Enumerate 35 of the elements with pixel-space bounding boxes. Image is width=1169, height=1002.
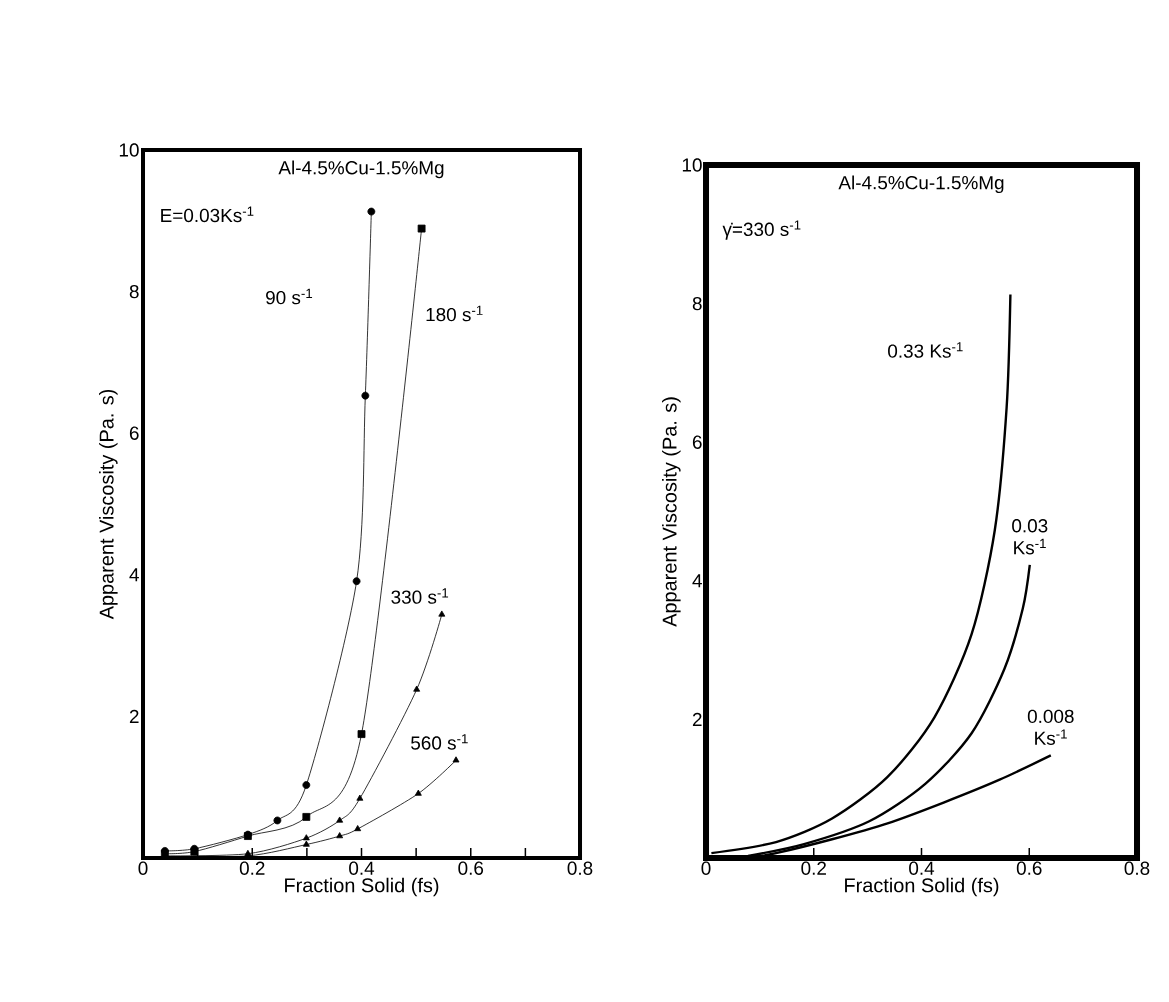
text: Al-4.5%Cu-1.5%Mg <box>838 175 1004 194</box>
x-tick-label: 0.2 <box>801 861 826 875</box>
y-tick-label: 2 <box>129 709 139 723</box>
x-tick-label: 0.4 <box>909 861 935 875</box>
series-label: 0.008 Ks$^{-1}$ <box>1027 709 1074 745</box>
series-label: 560 s$^{-1}$ <box>411 734 468 750</box>
y-tick-label: 10 <box>119 143 139 157</box>
x-tick-label: 0.8 <box>567 861 593 875</box>
text: 0.33 Ks$^{-1}$ <box>888 342 963 358</box>
x-axis-title: Fraction Solid (fs) <box>845 877 999 897</box>
series-label: 180 s$^{-1}$ <box>426 305 483 322</box>
x-tick-label: 0.8 <box>1124 861 1150 875</box>
y-tick-label: 6 <box>692 435 702 449</box>
y-tick-label: 4 <box>692 574 702 588</box>
x-tick-label: 0.2 <box>239 861 265 875</box>
y-tick-label: 4 <box>129 568 139 582</box>
x-tick-label: 0.6 <box>1016 861 1042 875</box>
series-label: 330 s$^{-1}$ <box>391 588 449 604</box>
x-axis-title: Fraction Solid (fs) <box>285 877 439 897</box>
text: 90 s$^{-1}$ <box>266 288 313 305</box>
y-axis-title: Apparent Viscosity (Pa. s) <box>662 397 681 627</box>
y-tick-label: 8 <box>692 296 702 311</box>
y-tick-label: 6 <box>129 426 139 440</box>
text: Al-4.5%Cu-1.5%Mg <box>278 160 444 179</box>
text: E=0.03Ks$^{-1}$ <box>161 206 254 223</box>
x-tick-label: 0 <box>701 861 711 875</box>
y-tick-label: 10 <box>682 158 702 172</box>
x-tick-label: 0 <box>138 861 148 875</box>
x-tick-label: 0.4 <box>349 861 375 875</box>
y-tick-label: 2 <box>692 712 702 726</box>
text: γ̇=330 s$^{-1}$ <box>722 220 801 240</box>
y-axis-title: Apparent Viscosity (Pa. s) <box>99 389 118 620</box>
series-label: 0.03 Ks$^{-1}$ <box>1012 519 1048 555</box>
y-tick-label: 8 <box>129 284 139 299</box>
x-tick-label: 0.6 <box>458 861 484 875</box>
